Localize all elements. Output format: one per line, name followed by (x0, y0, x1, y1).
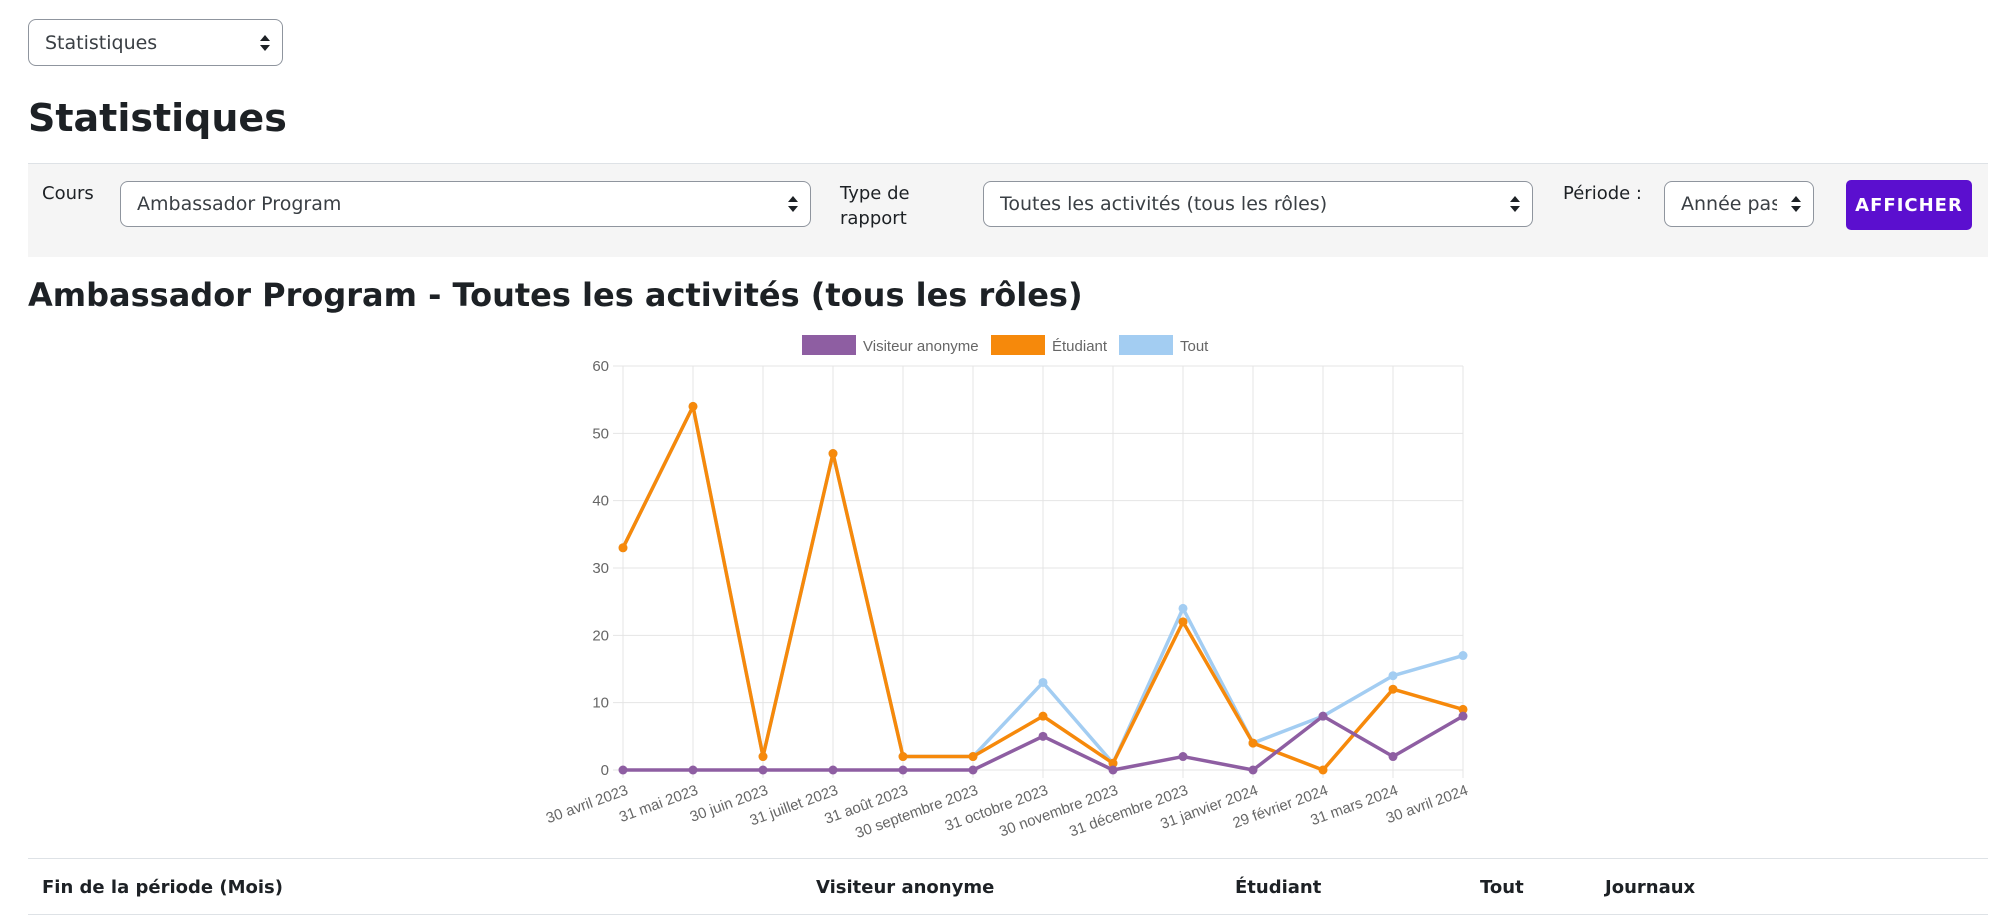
x-tick-label: 31 mai 2023 (617, 782, 700, 826)
data-point (1248, 765, 1258, 775)
period-select-value: Année passée (1681, 193, 1777, 215)
y-tick-label: 10 (592, 695, 609, 712)
show-button[interactable]: AFFICHER (1846, 180, 1972, 230)
th-anonymous: Visiteur anonyme (816, 877, 995, 898)
y-tick-label: 50 (592, 425, 609, 442)
y-tick-label: 40 (592, 493, 609, 510)
data-point (1458, 711, 1468, 721)
page-title: Statistiques (28, 96, 287, 140)
legend-label: Tout (1180, 338, 1209, 355)
data-point (1038, 677, 1048, 687)
report-title: Ambassador Program - Toutes les activité… (28, 276, 1083, 314)
data-point (968, 765, 978, 775)
data-point (968, 752, 978, 762)
report-type-label: Type de rapport (840, 183, 910, 229)
data-point (1318, 711, 1328, 721)
data-point (898, 765, 908, 775)
report-type-select[interactable]: Toutes les activités (tous les rôles) (983, 181, 1533, 227)
course-label: Cours (42, 183, 94, 204)
y-tick-label: 60 (592, 358, 609, 375)
activity-line-chart: Visiteur anonyme Étudiant Tout 0 10 20 30 40 50… (544, 335, 1471, 840)
data-point (1248, 738, 1258, 748)
legend-label: Visiteur anonyme (863, 338, 979, 355)
data-point (1038, 731, 1048, 741)
period-label: Période : (1563, 183, 1642, 204)
data-point (688, 765, 698, 775)
y-tick-label: 20 (592, 627, 609, 644)
data-point (898, 752, 908, 762)
data-point (1178, 617, 1188, 627)
chart-series (618, 401, 1468, 775)
period-select[interactable]: Année passée (1664, 181, 1814, 227)
chart-legend: Visiteur anonyme Étudiant Tout (802, 335, 1209, 355)
chart-grid (613, 365, 1464, 778)
data-point (1108, 765, 1118, 775)
report-selector-value: Statistiques (45, 31, 158, 54)
data-point (618, 765, 628, 775)
y-axis-ticks: 0 10 20 30 40 50 60 (592, 358, 609, 779)
legend-swatch (991, 335, 1045, 355)
legend-label: Étudiant (1052, 338, 1108, 355)
th-all: Tout (1480, 877, 1524, 898)
x-tick-label: 30 avril 2023 (544, 782, 631, 827)
data-point (1178, 752, 1188, 762)
data-point (1388, 684, 1398, 694)
select-arrows-icon (260, 34, 270, 51)
data-point (688, 401, 698, 411)
data-point (1388, 752, 1398, 762)
data-point (1318, 765, 1328, 775)
data-point (1038, 711, 1048, 721)
legend-swatch (802, 335, 856, 355)
data-point (1458, 651, 1468, 661)
data-point (1178, 603, 1188, 613)
y-tick-label: 0 (601, 762, 609, 779)
th-logs: Journaux (1605, 877, 1696, 898)
y-tick-label: 30 (592, 560, 609, 577)
select-arrows-icon (788, 196, 798, 212)
data-point (1458, 704, 1468, 714)
report-selector[interactable]: Statistiques (28, 19, 283, 66)
data-point (828, 449, 838, 459)
legend-swatch (1119, 335, 1173, 355)
report-type-select-value: Toutes les activités (tous les rôles) (1000, 193, 1328, 215)
th-student: Étudiant (1235, 877, 1322, 898)
select-arrows-icon (1510, 196, 1520, 212)
course-select-value: Ambassador Program (137, 193, 342, 215)
select-arrows-icon (1791, 196, 1801, 212)
stats-table: Fin de la période (Mois) Visiteur anonym… (28, 858, 1988, 898)
data-point (828, 765, 838, 775)
data-point (1108, 758, 1118, 768)
data-point (758, 752, 768, 762)
course-select[interactable]: Ambassador Program (120, 181, 811, 227)
th-period-end: Fin de la période (Mois) (42, 877, 283, 898)
data-point (618, 543, 628, 553)
data-point (758, 765, 768, 775)
table-divider (28, 914, 1988, 915)
data-point (1388, 671, 1398, 681)
